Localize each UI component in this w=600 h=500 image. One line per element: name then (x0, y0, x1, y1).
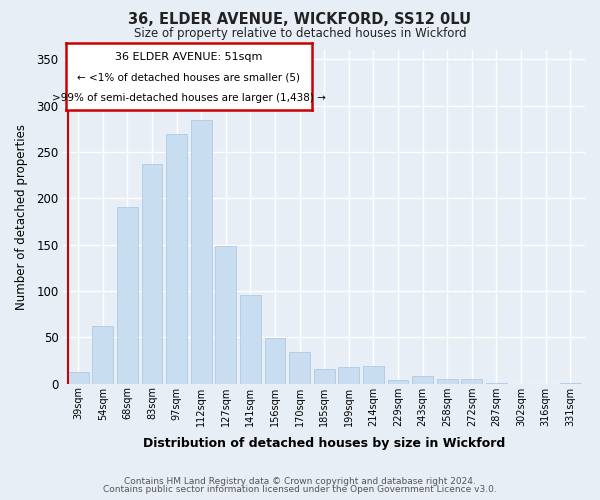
Text: Contains HM Land Registry data © Crown copyright and database right 2024.: Contains HM Land Registry data © Crown c… (124, 477, 476, 486)
Bar (240, 294, 261, 384)
Bar (142, 164, 163, 384)
Bar (117, 206, 138, 384)
Text: ← <1% of detached houses are smaller (5): ← <1% of detached houses are smaller (5) (77, 72, 301, 83)
Bar (265, 338, 286, 384)
Text: >99% of semi-detached houses are larger (1,438) →: >99% of semi-detached houses are larger … (52, 93, 326, 103)
Bar (412, 376, 433, 384)
Text: 36 ELDER AVENUE: 51sqm: 36 ELDER AVENUE: 51sqm (115, 52, 263, 62)
Bar (215, 246, 236, 384)
Bar (388, 380, 409, 384)
Bar (166, 134, 187, 384)
Bar (314, 369, 335, 384)
Text: 36, ELDER AVENUE, WICKFORD, SS12 0LU: 36, ELDER AVENUE, WICKFORD, SS12 0LU (128, 12, 472, 28)
Bar (363, 366, 384, 384)
Bar (437, 379, 458, 384)
Bar (289, 352, 310, 384)
Bar (560, 382, 581, 384)
Bar (191, 120, 212, 384)
Bar (461, 379, 482, 384)
Y-axis label: Number of detached properties: Number of detached properties (15, 124, 28, 310)
X-axis label: Distribution of detached houses by size in Wickford: Distribution of detached houses by size … (143, 437, 505, 450)
Bar (338, 367, 359, 384)
Text: Contains public sector information licensed under the Open Government Licence v3: Contains public sector information licen… (103, 485, 497, 494)
Bar (486, 382, 507, 384)
Bar (92, 326, 113, 384)
Text: Size of property relative to detached houses in Wickford: Size of property relative to detached ho… (134, 28, 466, 40)
Bar (68, 372, 89, 384)
